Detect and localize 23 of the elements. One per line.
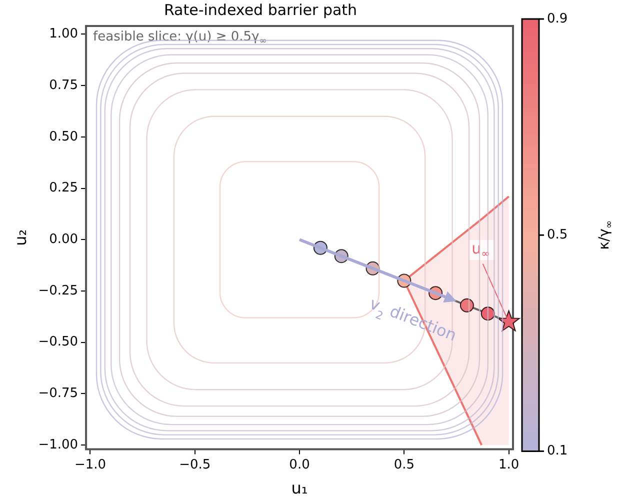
- color-bar-label: 0.9: [547, 11, 568, 26]
- color-bar-title: κ/γ∞: [596, 220, 615, 250]
- annotation: u∞: [472, 240, 490, 260]
- x-tick-label: −0.5: [179, 457, 211, 472]
- x-tick-label: −1.0: [74, 457, 106, 472]
- y-axis-title: u₂: [10, 229, 30, 246]
- color-bar-label: 0.1: [547, 444, 568, 459]
- annotation: feasible slice: γ(u) ≥ 0.5γ∞: [93, 29, 267, 46]
- x-tick-label: 1.0: [498, 457, 520, 472]
- y-tick-label: 0.00: [49, 232, 78, 248]
- y-tick-label: −0.50: [38, 334, 78, 350]
- y-tick-label: 0.50: [49, 129, 78, 144]
- color-bar-label: 0.5: [547, 227, 568, 242]
- x-axis-title: u₁: [291, 478, 308, 498]
- y-tick-label: 1.00: [49, 26, 78, 42]
- y-tick-label: 0.75: [49, 78, 78, 93]
- y-tick-label: −0.25: [38, 283, 78, 298]
- x-tick-label: 0.5: [394, 457, 415, 472]
- chart-title: Rate-indexed barrier path: [164, 0, 358, 19]
- y-tick-label: −1.00: [38, 437, 78, 452]
- x-tick-label: 0.0: [289, 457, 310, 472]
- y-tick-label: 0.25: [49, 180, 78, 196]
- y-tick-label: −0.75: [38, 386, 78, 402]
